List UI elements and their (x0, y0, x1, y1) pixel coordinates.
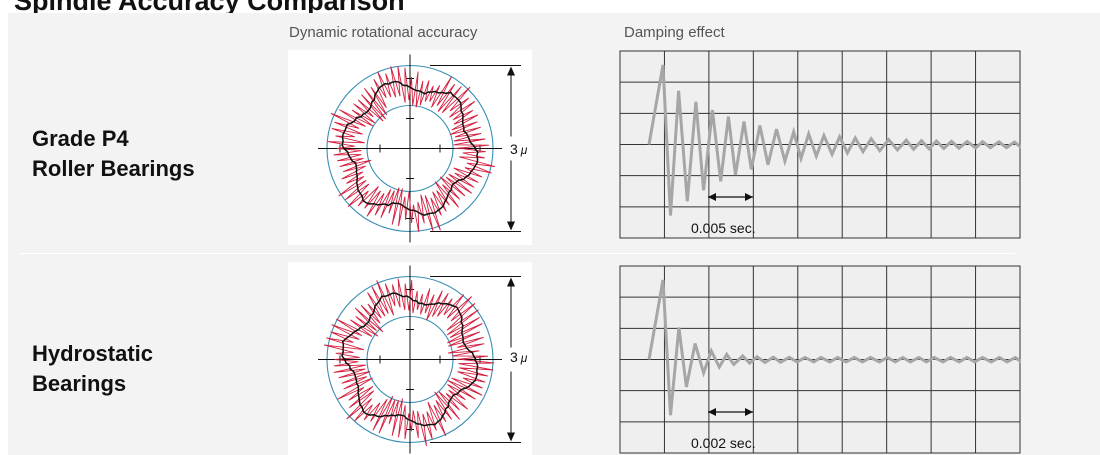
row-label-line1: Hydrostatic (32, 341, 154, 366)
row-label-line2: Bearings (32, 371, 127, 396)
damping-diagram-hydrostatic: 0.002 sec. (619, 265, 1021, 454)
time-scale-arrowhead (745, 193, 753, 201)
time-scale-arrowhead (708, 408, 716, 416)
scale-unit: μ (520, 351, 528, 365)
time-label: 0.005 sec. (691, 220, 756, 236)
row-label-line1: Grade P4 (32, 126, 129, 151)
scale-value: 3 (510, 141, 518, 157)
scale-unit: μ (520, 143, 528, 157)
damping-waveform (647, 64, 1021, 216)
row-label-roller-bearings: Grade P4 Roller Bearings (32, 124, 195, 184)
damping-diagram-roller: 0.005 sec. (619, 50, 1021, 239)
row-label-line2: Roller Bearings (32, 156, 195, 181)
dimension-arrow-head (507, 66, 515, 76)
damping-column-header: Damping effect (624, 24, 725, 41)
dimension-arrow-head (507, 221, 515, 231)
time-label: 0.002 sec. (691, 435, 756, 451)
row-label-hydrostatic-bearings: Hydrostatic Bearings (32, 339, 153, 399)
accuracy-column-header: Dynamic rotational accuracy (289, 24, 478, 41)
row-divider (20, 253, 1015, 254)
runout-trace (327, 66, 496, 233)
runout-trace (323, 278, 495, 447)
dimension-arrow-head (507, 432, 515, 442)
scale-value: 3 (510, 349, 518, 365)
dimension-arrow-head (507, 277, 515, 287)
time-scale-arrowhead (708, 193, 716, 201)
page-title: Spindle Accuracy Comparison (14, 0, 405, 16)
time-scale-arrowhead (745, 408, 753, 416)
mean-trace (341, 80, 479, 217)
mean-trace (341, 292, 479, 427)
damping-waveform (647, 279, 1021, 416)
